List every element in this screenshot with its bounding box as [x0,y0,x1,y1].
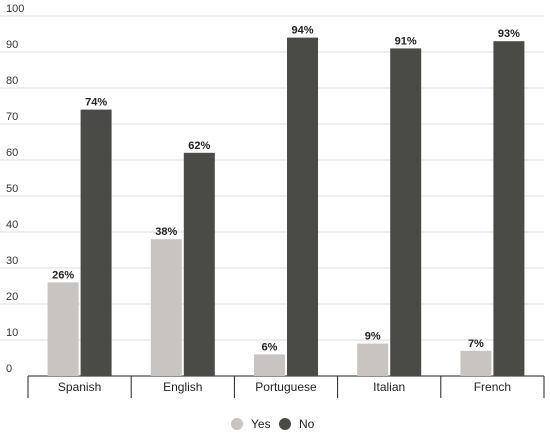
y-tick-label: 20 [6,291,18,303]
bar-no [183,152,215,376]
bar-no [287,37,318,376]
data-label-yes: 38% [155,226,177,238]
bar-yes [150,239,182,376]
bar-no [493,41,525,376]
y-tick-label: 0 [6,363,12,375]
legend-swatch-yes [231,418,243,430]
y-tick-label: 90 [6,39,18,51]
bar-no [80,109,112,376]
legend: Yes No [231,417,315,431]
data-label-yes: 6% [262,341,278,353]
y-tick-label: 40 [6,219,18,231]
bars [47,37,525,377]
legend-label-no: No [299,417,315,431]
bar-yes [357,343,389,376]
y-tick-label: 80 [6,75,18,87]
bar-yes [460,350,492,376]
y-tick-label: 30 [6,255,18,267]
data-label-yes: 7% [468,338,484,350]
legend-label-yes: Yes [251,417,271,431]
y-tick-label: 70 [6,111,18,123]
y-tick-label: 100 [6,3,24,15]
legend-swatch-no [279,418,291,430]
data-label-no: 94% [291,25,313,37]
y-axis-ticks: 0 10 20 30 40 50 60 70 80 90 100 [6,3,24,375]
bar-yes [254,354,285,376]
data-label-yes: 26% [52,269,74,281]
data-label-no: 93% [498,28,520,40]
y-tick-label: 60 [6,147,18,159]
data-label-no: 74% [85,97,107,109]
data-labels: 26% 74% 38% 62% 6% 94% 9% 91% 7% 93% [52,25,520,354]
x-tick-label: French [474,380,511,394]
x-tick-label: Spanish [58,380,101,394]
y-tick-label: 10 [6,327,18,339]
x-tick-label: Italian [373,380,405,394]
data-label-no: 62% [188,140,210,152]
bar-no [390,48,422,377]
y-tick-label: 50 [6,183,18,195]
bar-yes [47,282,79,376]
x-tick-label: Portuguese [255,380,317,394]
x-tick-label: English [163,380,202,394]
data-label-yes: 9% [365,331,381,343]
data-label-no: 91% [395,35,417,47]
